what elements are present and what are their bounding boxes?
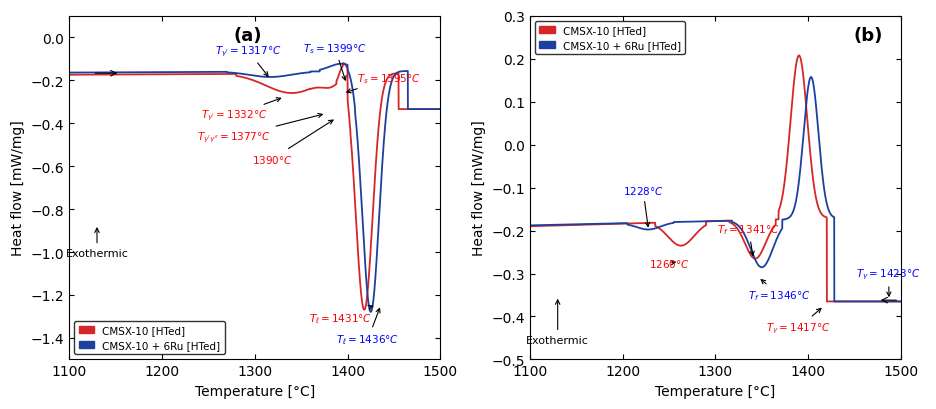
Text: $1260°C$: $1260°C$	[648, 257, 689, 270]
Text: $T_\gamma = 1423°C$: $T_\gamma = 1423°C$	[856, 267, 920, 297]
Text: $T_{\gamma'} = 1317°C$: $T_{\gamma'} = 1317°C$	[214, 45, 281, 77]
Text: (a): (a)	[233, 27, 261, 45]
Text: $T_s = 1399°C$: $T_s = 1399°C$	[302, 42, 367, 81]
X-axis label: Temperature [°C]: Temperature [°C]	[654, 384, 775, 398]
Text: $T_{\gamma'\gamma''} = 1377°C$: $T_{\gamma'\gamma''} = 1377°C$	[197, 114, 322, 145]
Text: $T_\ell = 1431°C$: $T_\ell = 1431°C$	[308, 306, 373, 325]
Y-axis label: Heat flow [mW/mg]: Heat flow [mW/mg]	[472, 120, 485, 256]
Text: $T_f = 1346°C$: $T_f = 1346°C$	[747, 280, 810, 303]
Text: $T_\ell = 1436°C$: $T_\ell = 1436°C$	[336, 309, 399, 346]
Text: (b): (b)	[852, 27, 882, 45]
Text: $T_{\gamma'} = 1332°C$: $T_{\gamma'} = 1332°C$	[200, 99, 281, 123]
Text: $1228°C$: $1228°C$	[622, 184, 663, 227]
Y-axis label: Heat flow [mW/mg]: Heat flow [mW/mg]	[11, 120, 25, 256]
Text: $T_\gamma = 1417°C$: $T_\gamma = 1417°C$	[766, 309, 830, 335]
Text: Exothermic: Exothermic	[526, 300, 589, 345]
Text: $1390°C$: $1390°C$	[252, 121, 332, 165]
Text: Exothermic: Exothermic	[66, 229, 128, 258]
Text: $T_s = 1395°C$: $T_s = 1395°C$	[346, 72, 420, 94]
Text: $T_f = 1341°C$: $T_f = 1341°C$	[717, 223, 779, 256]
X-axis label: Temperature [°C]: Temperature [°C]	[195, 384, 314, 398]
Legend: CMSX-10 [HTed], CMSX-10 + 6Ru [HTed]: CMSX-10 [HTed], CMSX-10 + 6Ru [HTed]	[74, 321, 225, 354]
Legend: CMSX-10 [HTed], CMSX-10 + 6Ru [HTed]: CMSX-10 [HTed], CMSX-10 + 6Ru [HTed]	[534, 22, 685, 55]
